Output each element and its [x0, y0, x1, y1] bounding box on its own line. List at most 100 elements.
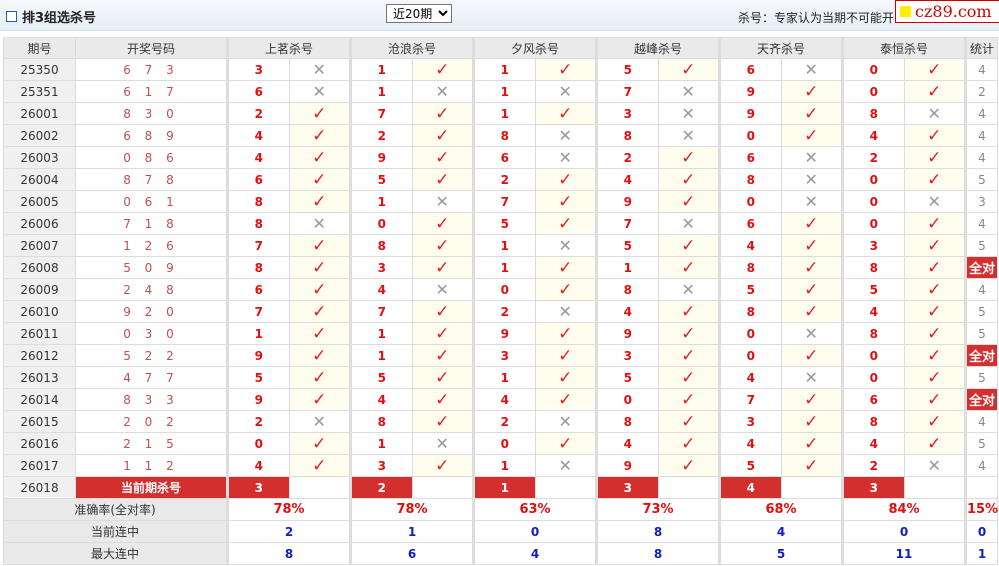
check-icon: ✓	[657, 410, 720, 433]
period-cell: 26011	[3, 322, 76, 345]
table-row: 26007 1 2 6 7 ✓ 8 ✓ 1 ✕ 5 ✓ 4 ✓ 3 ✓ 5	[3, 234, 998, 257]
period-cell: 26005	[3, 190, 76, 213]
check-icon: ✓	[411, 256, 474, 279]
draw-number-cell: 6 7 3	[75, 58, 228, 81]
kill-number-cell: 9	[595, 454, 659, 477]
kill-number-cell: 6	[472, 146, 536, 169]
summary-value: 84%	[841, 498, 966, 521]
kill-number-cell: 2	[595, 146, 659, 169]
kill-number-cell: 3	[595, 102, 659, 125]
draw-number-cell: 4 7 7	[75, 366, 228, 389]
check-icon: ✓	[780, 388, 843, 411]
check-icon: ✓	[903, 278, 966, 301]
table-row: 26005 0 6 1 8 ✓ 1 ✕ 7 ✓ 9 ✓ 0 ✕ 0 ✕ 3	[3, 190, 998, 213]
kill-number-cell: 0	[718, 124, 782, 147]
check-icon: ✓	[288, 344, 351, 367]
kill-number-cell: 3	[349, 256, 413, 279]
check-icon: ✓	[534, 344, 597, 367]
draw-number-cell: 2 4 8	[75, 278, 228, 301]
draw-number-cell: 0 6 1	[75, 190, 228, 213]
summary-value: 63%	[472, 498, 597, 521]
kill-number-cell: 0	[472, 278, 536, 301]
kill-number-cell: 8	[841, 102, 905, 125]
check-icon: ✓	[534, 322, 597, 345]
kill-number-cell: 0	[841, 366, 905, 389]
kill-number-cell: 4	[718, 432, 782, 455]
period-range-select[interactable]: 近20期	[386, 4, 452, 23]
column-header-expert: 沧浪杀号	[349, 37, 474, 59]
draw-number-cell: 1 1 2	[75, 454, 228, 477]
cross-icon: ✕	[288, 212, 351, 235]
kill-number-cell: 5	[841, 278, 905, 301]
summary-label: 当前连中	[3, 520, 228, 543]
period-cell: 26010	[3, 300, 76, 323]
kill-number-cell: 4	[595, 432, 659, 455]
kill-number-cell: 8	[349, 410, 413, 433]
kill-number-cell: 3	[595, 344, 659, 367]
kill-number-cell: 5	[472, 212, 536, 235]
check-icon: ✓	[288, 146, 351, 169]
check-icon: ✓	[411, 410, 474, 433]
check-icon: ✓	[657, 432, 720, 455]
kill-number-cell: 0	[841, 80, 905, 103]
cross-icon: ✕	[534, 80, 597, 103]
kill-number-cell: 8	[472, 124, 536, 147]
all-correct-badge: 全对	[964, 388, 998, 411]
check-icon: ✓	[411, 388, 474, 411]
table-row: 26013 4 7 7 5 ✓ 5 ✓ 1 ✓ 5 ✓ 4 ✕ 0 ✓ 5	[3, 366, 998, 389]
summary-value: 4	[472, 542, 597, 565]
site-logo[interactable]: cz89.com	[895, 0, 999, 23]
kill-number-cell: 2	[226, 410, 290, 433]
kill-number-cell: 1	[472, 256, 536, 279]
stat-cell: 5	[964, 168, 998, 191]
kill-number-cell: 0	[226, 432, 290, 455]
period-cell: 26003	[3, 146, 76, 169]
draw-number-cell: 0 8 6	[75, 146, 228, 169]
kill-number-cell: 0	[841, 168, 905, 191]
empty-cell	[780, 476, 843, 499]
cross-icon: ✕	[534, 124, 597, 147]
kill-number-cell: 9	[226, 344, 290, 367]
kill-number-cell: 4	[841, 300, 905, 323]
cross-icon: ✕	[411, 432, 474, 455]
period-cell: 26013	[3, 366, 76, 389]
kill-number-cell: 1	[472, 234, 536, 257]
kill-number-cell: 0	[349, 212, 413, 235]
check-icon: ✓	[657, 190, 720, 213]
kill-number-cell: 4	[349, 278, 413, 301]
draw-number-cell: 5 0 9	[75, 256, 228, 279]
check-icon: ✓	[903, 256, 966, 279]
check-icon: ✓	[657, 344, 720, 367]
check-icon: ✓	[411, 146, 474, 169]
table-row: 26006 7 1 8 8 ✕ 0 ✓ 5 ✓ 7 ✕ 6 ✓ 0 ✓ 4	[3, 212, 998, 235]
kill-number-cell: 4	[472, 388, 536, 411]
stat-cell: 5	[964, 322, 998, 345]
table-row: 25350 6 7 3 3 ✕ 1 ✓ 1 ✓ 5 ✓ 6 ✕ 0 ✓ 4	[3, 58, 998, 81]
summary-value: 8	[595, 520, 720, 543]
kill-number-cell: 9	[226, 388, 290, 411]
square-icon	[6, 11, 17, 22]
kill-number-cell: 3	[349, 454, 413, 477]
table-row: 26002 6 8 9 4 ✓ 2 ✓ 8 ✕ 8 ✕ 0 ✓ 4 ✓ 4	[3, 124, 998, 147]
check-icon: ✓	[657, 234, 720, 257]
draw-number-cell: 6 1 7	[75, 80, 228, 103]
kill-number-cell: 4	[226, 454, 290, 477]
summary-value: 1	[349, 520, 474, 543]
summary-value: 8	[226, 542, 351, 565]
column-header-expert: 泰恒杀号	[841, 37, 966, 59]
draw-number-cell: 0 3 0	[75, 322, 228, 345]
period-cell: 26009	[3, 278, 76, 301]
check-icon: ✓	[411, 344, 474, 367]
period-cell: 26015	[3, 410, 76, 433]
cross-icon: ✕	[288, 58, 351, 81]
check-icon: ✓	[903, 432, 966, 455]
kill-number-cell: 2	[226, 102, 290, 125]
empty-cell	[411, 476, 474, 499]
empty-cell	[903, 476, 966, 499]
current-kill-number: 3	[595, 476, 659, 499]
check-icon: ✓	[903, 168, 966, 191]
summary-label: 准确率(全对率)	[3, 498, 228, 521]
kill-number-cell: 5	[349, 168, 413, 191]
check-icon: ✓	[288, 124, 351, 147]
check-icon: ✓	[903, 212, 966, 235]
